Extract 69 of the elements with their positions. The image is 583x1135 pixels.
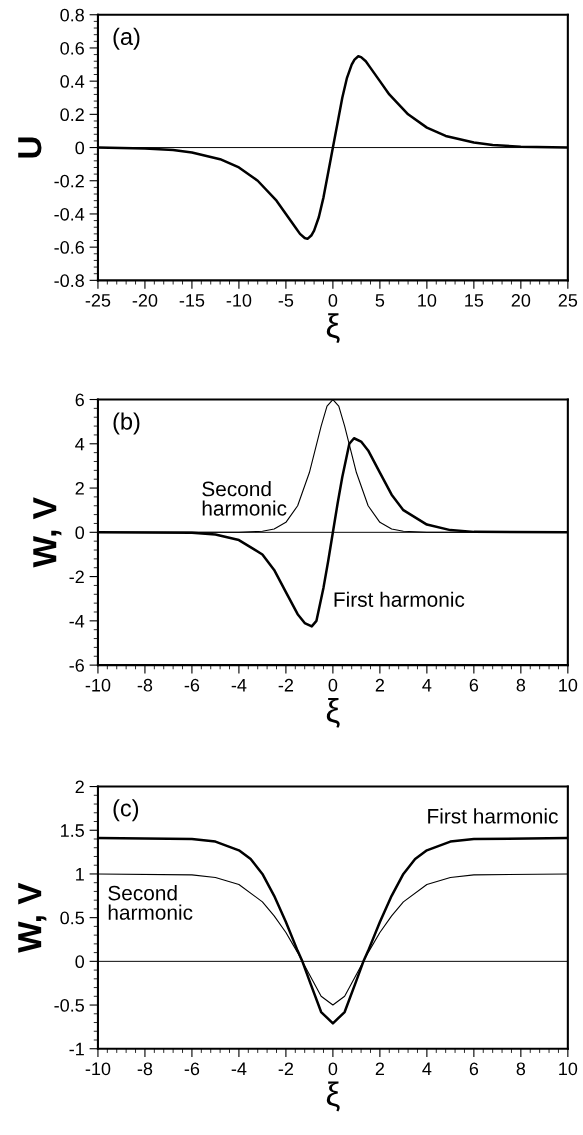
y-tick-label: 0.6	[60, 41, 84, 55]
x-tick-label: 10	[418, 294, 437, 307]
y-tick-label: 0	[75, 955, 85, 969]
x-tick-label: -25	[85, 294, 111, 307]
x-tick-label: -8	[137, 1062, 153, 1076]
y-tick-label: -4	[69, 614, 85, 628]
y-tick-label: -0.2	[54, 174, 84, 188]
x-tick-label: 8	[516, 678, 526, 692]
x-tick-label: -20	[132, 294, 158, 307]
x-tick-label: 10	[559, 1062, 578, 1076]
x-axis-title: ξ	[326, 313, 340, 344]
x-tick-label: -10	[85, 1062, 111, 1076]
series-label: First harmonic	[334, 591, 465, 607]
x-tick-label: 0	[328, 678, 338, 692]
x-tick-label: -2	[278, 678, 294, 692]
y-tick-label: 0	[75, 526, 85, 540]
x-tick-label: -6	[184, 1062, 200, 1076]
x-tick-label: -6	[184, 678, 200, 692]
series-label: First harmonic	[428, 808, 558, 824]
x-tick-label: 6	[469, 678, 479, 692]
x-tick-label: 4	[422, 678, 432, 692]
y-tick-label: 0.4	[60, 75, 85, 88]
y-tick-label: -6	[69, 659, 84, 672]
y-tick-label: -0.5	[54, 998, 84, 1012]
x-tick-label: 25	[558, 294, 578, 307]
x-tick-label: 2	[375, 678, 384, 692]
y-tick-label: 2	[75, 780, 84, 794]
y-tick-label: 2	[75, 481, 84, 495]
x-tick-label: -4	[231, 1062, 247, 1076]
y-tick-label: 4	[75, 437, 85, 451]
y-tick-label: 6	[75, 393, 84, 407]
x-tick-label: -8	[137, 678, 153, 692]
annotation: (a)	[113, 27, 140, 50]
y-tick-label: -1	[69, 1042, 84, 1056]
x-tick-label: 5	[375, 294, 385, 307]
y-tick-label: -2	[69, 570, 84, 584]
series-label: Second harmonic	[108, 885, 193, 920]
x-tick-label: -10	[226, 294, 252, 307]
y-tick-label: -0.6	[54, 241, 84, 254]
y-tick-label: 0.8	[60, 8, 84, 22]
annotation: (b)	[113, 412, 140, 435]
y-axis-title: W, V	[33, 497, 62, 568]
y-tick-label: 1.5	[61, 824, 84, 837]
x-tick-label: -4	[231, 678, 247, 692]
y-tick-label: 1	[76, 868, 84, 881]
x-tick-label: 0	[328, 294, 338, 307]
x-axis-title: ξ	[326, 1081, 340, 1112]
x-tick-label: -15	[179, 294, 205, 307]
series-label: Second harmonic	[202, 481, 287, 516]
y-tick-label: -0.8	[54, 274, 84, 288]
x-tick-label: 20	[511, 294, 531, 307]
y-tick-label: 0.5	[60, 911, 84, 925]
y-axis-title: W, V	[18, 882, 47, 953]
x-tick-label: 4	[422, 1062, 432, 1076]
y-tick-label: 0.2	[60, 108, 84, 122]
x-tick-label: 8	[516, 1062, 526, 1076]
x-tick-label: 15	[465, 294, 484, 307]
y-tick-label: 0	[75, 141, 85, 155]
x-tick-label: -10	[85, 678, 111, 692]
y-axis-title: U	[18, 137, 42, 158]
x-tick-label: -2	[278, 1062, 294, 1076]
x-tick-label: 0	[328, 1062, 338, 1076]
y-tick-label: -0.4	[54, 207, 85, 221]
x-tick-label: 6	[469, 1062, 479, 1076]
x-tick-label: -5	[278, 294, 294, 307]
annotation: (c)	[113, 799, 139, 822]
x-axis-title: ξ	[326, 697, 340, 728]
x-tick-label: 10	[559, 678, 578, 692]
x-tick-label: 2	[375, 1062, 384, 1076]
